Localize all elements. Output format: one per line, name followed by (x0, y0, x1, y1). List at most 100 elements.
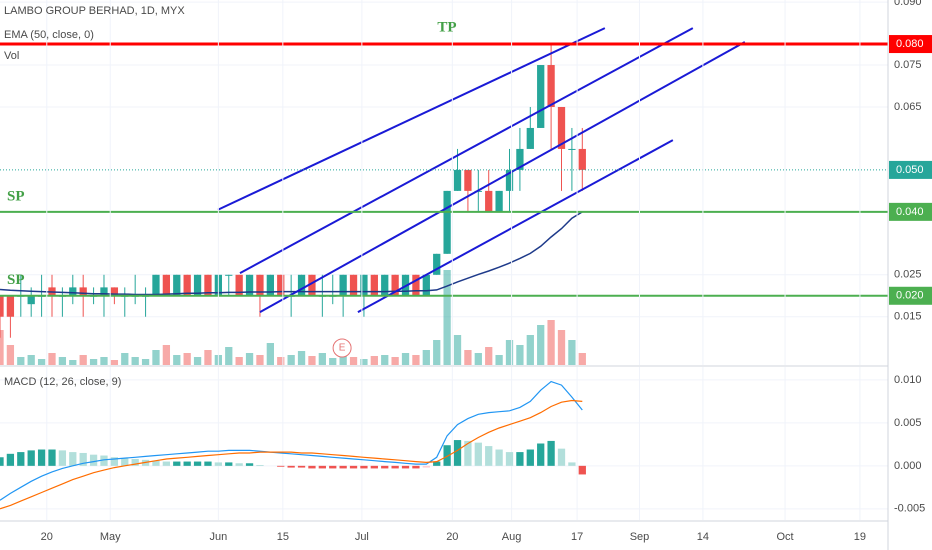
histogram-bar (183, 461, 191, 466)
histogram-bar (578, 465, 586, 475)
y-tick-label: 0.065 (894, 101, 922, 113)
candle-body (526, 127, 534, 149)
volume-bar (287, 355, 295, 365)
candle-body (391, 274, 399, 296)
volume-bar (256, 355, 264, 365)
macd-line (0, 399, 583, 510)
volume-bar (266, 343, 274, 365)
candle-body (79, 287, 87, 296)
y-tick-label: 0.075 (894, 59, 922, 71)
histogram-bar (547, 440, 555, 466)
histogram-bar (360, 465, 368, 469)
histogram-bar (17, 452, 25, 466)
histogram-bar (308, 465, 316, 469)
volume-bar (318, 353, 326, 365)
histogram-bar (381, 465, 389, 469)
volume-bar (308, 356, 316, 365)
histogram-bar (485, 446, 493, 466)
histogram-bar (401, 465, 410, 469)
candle-body (485, 190, 493, 212)
volume-bar (79, 355, 87, 365)
volume-bar (381, 355, 389, 365)
histogram-bar (6, 453, 15, 466)
line-note: SP (7, 188, 25, 204)
candle-body (537, 65, 545, 128)
volume-bar (100, 357, 108, 365)
volume-bar (464, 350, 472, 365)
volume-bar (360, 359, 368, 365)
candle-body (422, 274, 430, 296)
histogram-bar (297, 465, 306, 468)
candle-body (370, 274, 378, 296)
price-label: 0.040 (896, 206, 924, 218)
histogram-bar (391, 465, 399, 469)
y-tick-label: 0.010 (894, 374, 922, 386)
histogram-bar (443, 445, 451, 466)
x-tick-label: 15 (277, 531, 289, 543)
volume-bar (339, 355, 347, 365)
candle-body (297, 274, 306, 296)
price-pane (0, 0, 888, 365)
volume-bar (110, 360, 119, 365)
x-tick-label: Jul (355, 531, 369, 543)
histogram-bar (193, 461, 202, 466)
candle-body (453, 169, 462, 191)
candle-body (578, 148, 586, 170)
candle-body (547, 65, 555, 107)
volume-bar (235, 357, 243, 365)
candle-body (69, 287, 77, 296)
histogram-bar (245, 463, 254, 466)
volume-bar (0, 330, 4, 365)
volume-bar (69, 360, 77, 365)
volume-bar (329, 358, 337, 365)
volume-bar (121, 353, 129, 365)
x-tick-label: 20 (446, 531, 458, 543)
histogram-bar (89, 454, 98, 466)
histogram-bar (110, 457, 119, 466)
volume-bar (245, 353, 254, 365)
volume-bar (225, 347, 233, 365)
trend-line (259, 41, 746, 314)
y-tick-label: 0.015 (894, 311, 922, 323)
x-tick-label: 14 (697, 531, 709, 543)
histogram-bar (37, 449, 46, 466)
histogram-bar (412, 465, 420, 469)
histogram-bar (349, 465, 358, 469)
price-label: 0.020 (896, 290, 924, 302)
line-note: SP (7, 272, 25, 288)
volume-bar (568, 340, 576, 365)
histogram-bar (370, 465, 378, 469)
histogram-bar (100, 455, 108, 466)
volume-bar (17, 357, 25, 365)
histogram-bar (79, 452, 87, 466)
x-tick-label: 17 (571, 531, 583, 543)
volume-bar (37, 359, 46, 365)
volume-bar (578, 353, 586, 365)
histogram-bar (495, 449, 503, 466)
histogram-bar (256, 464, 264, 466)
histogram-bar (131, 458, 139, 466)
histogram-bar (69, 452, 77, 466)
price-label-box (889, 35, 932, 54)
volume-bar (183, 353, 191, 365)
price-label-box (889, 160, 932, 179)
volume-bar (526, 335, 534, 365)
x-tick-label: May (100, 531, 121, 543)
price-label: 0.080 (896, 38, 924, 50)
x-tick-label: Sep (630, 531, 650, 543)
candle-body (6, 295, 15, 317)
volume-bar (204, 350, 212, 365)
volume-bar (27, 355, 35, 365)
volume-bar (6, 345, 15, 365)
candle-body (443, 190, 451, 254)
histogram-bar (464, 440, 472, 466)
volume-bar (537, 325, 545, 365)
candle-body (505, 169, 514, 191)
candle-body (516, 148, 524, 170)
candle-body (349, 274, 358, 296)
macd-line (0, 380, 583, 501)
x-tick-label: Aug (502, 531, 522, 543)
histogram-bar (568, 462, 576, 466)
event-label: E (339, 343, 346, 354)
